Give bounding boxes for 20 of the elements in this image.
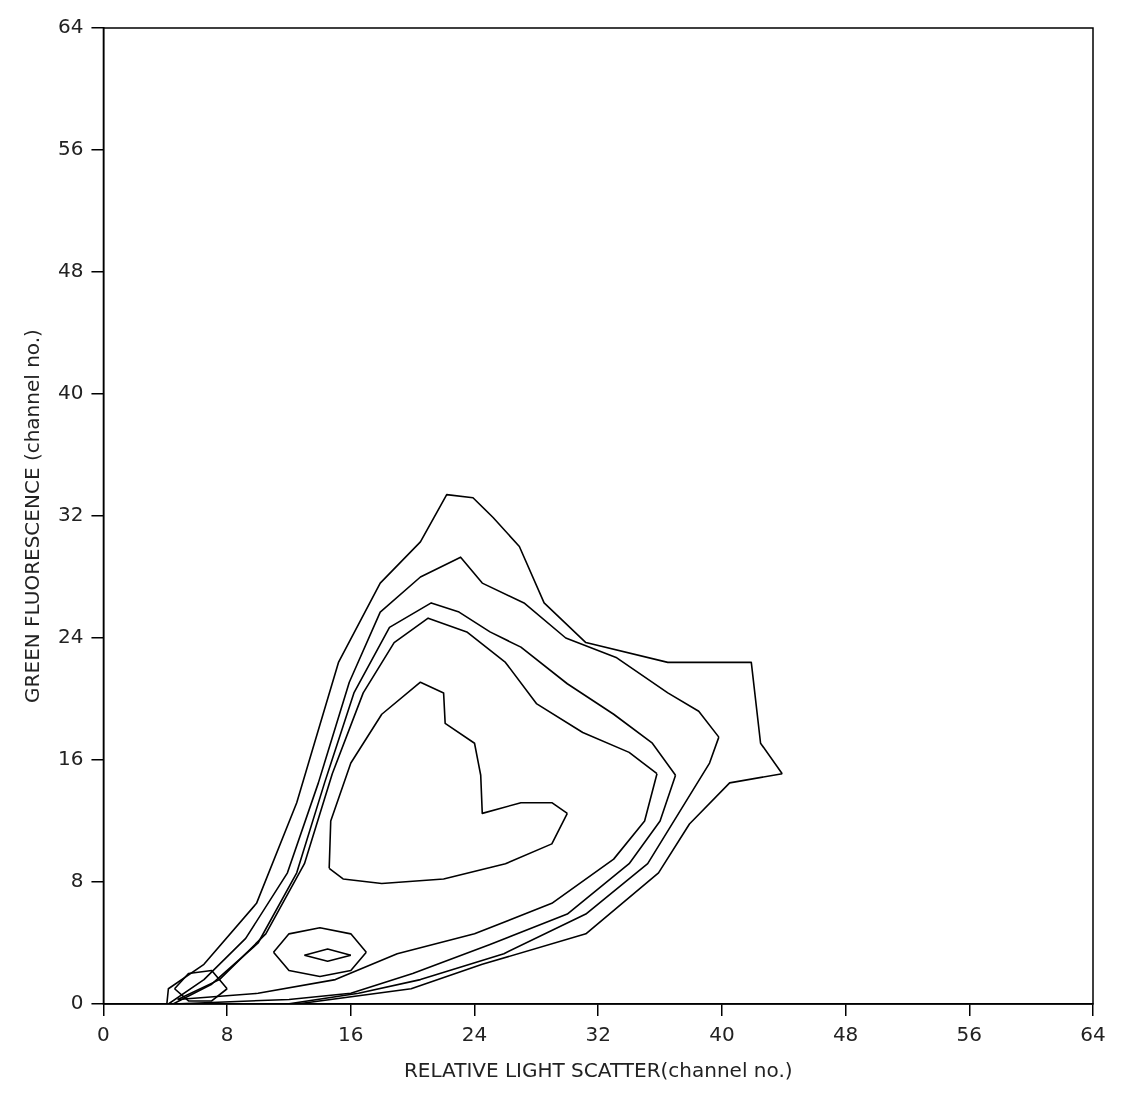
y-tick-label: 64	[58, 14, 84, 39]
x-tick-label: 24	[461, 1022, 488, 1047]
y-tick-label: 8	[70, 868, 84, 893]
y-axis-title: GREEN FLUORESCENCE (channel no.)	[20, 329, 45, 703]
x-tick-label: 40	[709, 1022, 735, 1047]
y-tick-label: 16	[58, 746, 84, 771]
y-tick-label: 40	[58, 380, 84, 405]
x-tick-label: 56	[956, 1022, 983, 1047]
x-tick-label: 64	[1080, 1022, 1106, 1047]
y-tick-label: 56	[58, 136, 84, 161]
x-tick-label: 32	[585, 1022, 611, 1047]
y-tick-label: 32	[58, 502, 84, 527]
x-axis-title: RELATIVE LIGHT SCATTER(channel no.)	[403, 1058, 793, 1083]
x-tick-label: 48	[832, 1022, 859, 1047]
y-tick-label: 0	[70, 990, 84, 1015]
y-tick-label: 48	[58, 258, 84, 283]
x-tick-label: 8	[220, 1022, 234, 1047]
x-tick-label: 0	[97, 1022, 110, 1047]
x-tick-label: 16	[338, 1022, 364, 1047]
y-tick-label: 24	[58, 624, 84, 649]
